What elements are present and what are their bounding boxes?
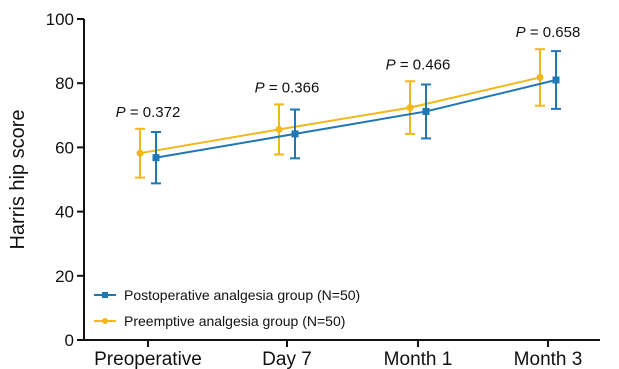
legend-marker	[102, 292, 108, 298]
legend: Postoperative analgesia group (N=50) Pree…	[94, 287, 360, 329]
annotation-layer: P = 0.372 P = 0.366 P = 0.466 P = 0.658	[116, 24, 581, 121]
y-tick-label: 40	[55, 203, 74, 222]
x-tick-label: Preoperative	[94, 349, 202, 369]
data-point	[291, 130, 299, 138]
data-point	[136, 149, 144, 157]
data-point	[152, 154, 160, 162]
p-value-label: P = 0.372	[116, 104, 181, 121]
series-layer	[135, 48, 561, 185]
legend-label: Preemptive analgesia group (N=50)	[124, 313, 345, 329]
data-point	[275, 125, 283, 133]
y-tick-label: 20	[55, 267, 74, 286]
x-tick-label: Day 7	[262, 349, 312, 369]
series-line	[139, 76, 541, 155]
data-point	[552, 76, 560, 84]
y-tick-label: 100	[46, 10, 74, 29]
y-axis-title: Harris hip score	[7, 109, 29, 249]
y-ticks: 0 20 40 60 80 100	[46, 10, 84, 350]
data-point	[536, 73, 544, 81]
data-point	[406, 104, 414, 112]
legend-marker	[102, 318, 108, 324]
axes	[83, 19, 600, 341]
series-line	[155, 79, 557, 159]
series-2	[135, 48, 545, 179]
legend-label: Postoperative analgesia group (N=50)	[124, 287, 360, 303]
y-tick-label: 60	[55, 138, 74, 157]
series-1	[151, 50, 561, 185]
p-value-label: P = 0.658	[516, 24, 581, 41]
x-tick-label: Month 3	[514, 349, 583, 369]
y-tick-label: 0	[65, 331, 74, 350]
x-tick-label: Month 1	[384, 349, 453, 369]
p-value-label: P = 0.366	[255, 79, 320, 96]
p-value-label: P = 0.466	[386, 56, 451, 73]
x-ticks: Preoperative Day 7 Month 1 Month 3	[94, 340, 582, 369]
data-point	[422, 107, 430, 115]
legend-item: Postoperative analgesia group (N=50)	[94, 287, 360, 303]
legend-item: Preemptive analgesia group (N=50)	[94, 313, 345, 329]
y-tick-label: 80	[55, 74, 74, 93]
